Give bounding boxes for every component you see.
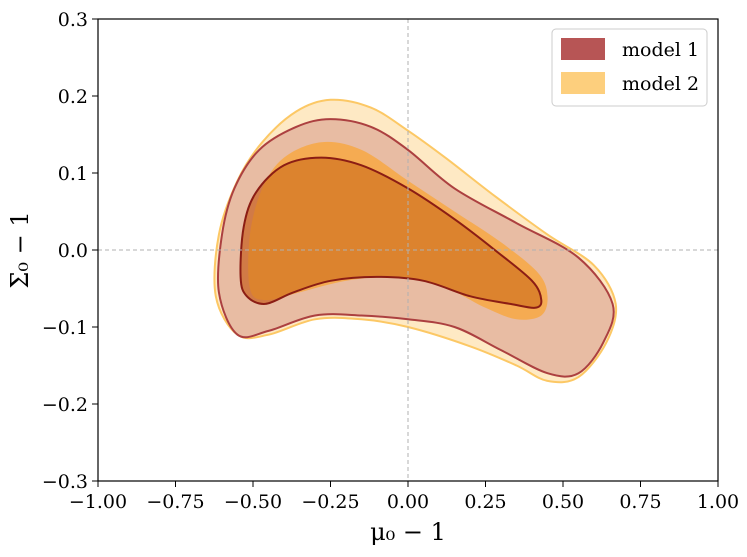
x-tick-label: 0.25 — [464, 491, 506, 513]
x-tick-label: 1.00 — [697, 491, 739, 513]
y-tick-label: −0.3 — [42, 471, 88, 493]
y-ticks: −0.3 −0.2 −0.1 0.0 0.1 0.2 0.3 — [42, 9, 98, 493]
model-1-outer-contour — [216, 118, 615, 378]
x-tick-label: −1.00 — [69, 491, 127, 513]
y-tick-label: 0.3 — [58, 9, 88, 31]
y-axis-label: Σ₀ − 1 — [6, 211, 34, 288]
legend-label-model-1: model 1 — [622, 39, 699, 61]
x-tick-label: 0.75 — [619, 491, 661, 513]
model-1-inner-contour — [239, 156, 543, 309]
contour-layer — [213, 98, 618, 384]
y-tick-label: −0.1 — [42, 317, 88, 339]
plot-frame — [97, 18, 719, 482]
y-tick-label: 0.1 — [58, 163, 88, 185]
legend-label-model-2: model 2 — [622, 73, 699, 95]
legend: model 1 model 2 — [551, 28, 708, 107]
x-tick-label: −0.75 — [146, 491, 204, 513]
x-tick-label: 0.00 — [387, 491, 429, 513]
reference-lines — [98, 19, 718, 481]
x-tick-label: −0.25 — [301, 491, 359, 513]
y-tick-label: −0.2 — [42, 394, 88, 416]
x-axis-label: μ₀ − 1 — [370, 518, 446, 546]
x-tick-label: 0.50 — [542, 491, 584, 513]
legend-swatch-model-1 — [561, 38, 605, 60]
y-tick-label: 0.0 — [58, 240, 88, 262]
legend-swatch-model-2 — [561, 72, 605, 94]
x-ticks: −1.00 −0.75 −0.50 −0.25 0.00 0.25 0.50 0.75 1.00 — [69, 481, 739, 513]
x-tick-label: −0.50 — [224, 491, 282, 513]
y-tick-label: 0.2 — [58, 86, 88, 108]
